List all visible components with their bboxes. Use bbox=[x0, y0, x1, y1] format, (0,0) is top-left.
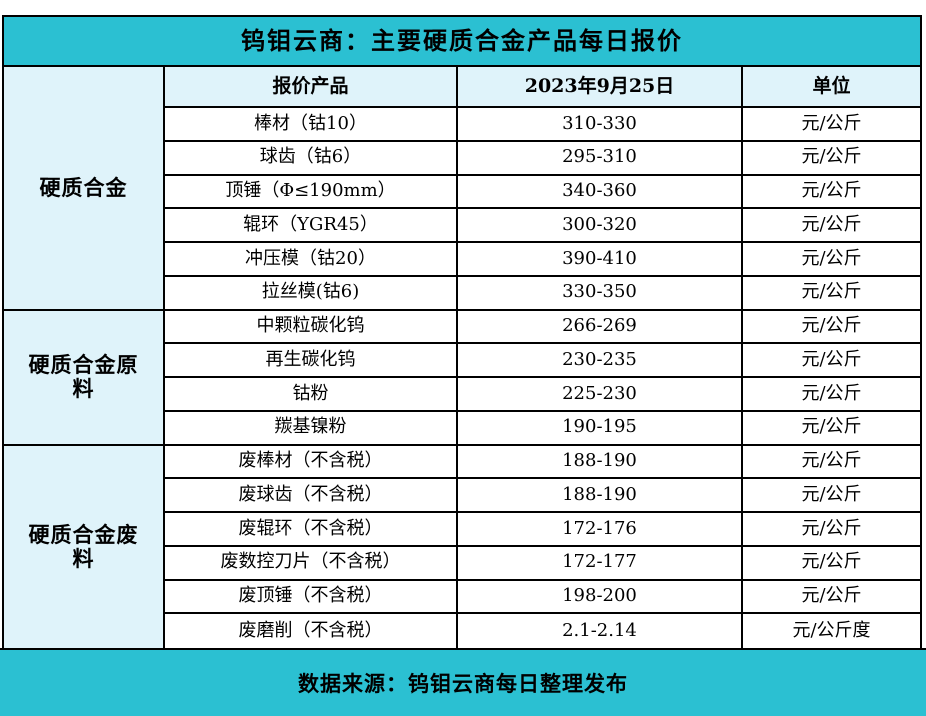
unit-cell: 元/公斤 bbox=[743, 580, 920, 615]
price-cell: 340-360 bbox=[458, 175, 743, 210]
price-cell: 172-177 bbox=[458, 546, 743, 581]
group-cell-scrap: 硬质合金废料 bbox=[4, 445, 165, 648]
daily-quote-table: 钨钼云商：主要硬质合金产品每日报价 硬质合金 报价产品 2023年9月25日 单… bbox=[2, 15, 922, 648]
product-cell: 球齿（钴6） bbox=[165, 141, 458, 176]
product-cell: 废球齿（不含税） bbox=[165, 479, 458, 513]
product-cell: 中颗粒碳化钨 bbox=[165, 310, 458, 345]
footer-text: 数据来源：钨钼云商每日整理发布 bbox=[298, 671, 628, 696]
price-cell: 295-310 bbox=[458, 141, 743, 176]
product-cell: 废顶锤（不含税） bbox=[165, 580, 458, 615]
unit-cell: 元/公斤 bbox=[743, 209, 920, 243]
price-cell: 2.1-2.14 bbox=[458, 614, 743, 648]
unit-cell: 元/公斤 bbox=[743, 513, 920, 547]
unit-cell: 元/公斤 bbox=[743, 310, 920, 345]
product-cell: 废辊环（不含税） bbox=[165, 513, 458, 547]
product-cell: 再生碳化钨 bbox=[165, 344, 458, 378]
product-cell: 拉丝模(钴6) bbox=[165, 276, 458, 311]
price-cell: 188-190 bbox=[458, 479, 743, 513]
price-cell: 266-269 bbox=[458, 310, 743, 345]
price-cell: 310-330 bbox=[458, 108, 743, 142]
group-cell-raw-material: 硬质合金原料 bbox=[4, 310, 165, 446]
header-unit: 单位 bbox=[743, 67, 920, 108]
unit-cell: 元/公斤度 bbox=[743, 614, 920, 648]
unit-cell: 元/公斤 bbox=[743, 243, 920, 277]
price-cell: 390-410 bbox=[458, 243, 743, 277]
price-cell: 188-190 bbox=[458, 445, 743, 480]
unit-cell: 元/公斤 bbox=[743, 411, 920, 446]
price-cell: 172-176 bbox=[458, 513, 743, 547]
unit-cell: 元/公斤 bbox=[743, 175, 920, 210]
unit-cell: 元/公斤 bbox=[743, 546, 920, 581]
price-cell: 190-195 bbox=[458, 411, 743, 446]
product-cell: 钴粉 bbox=[165, 378, 458, 412]
header-product: 报价产品 bbox=[165, 67, 458, 108]
price-cell: 300-320 bbox=[458, 209, 743, 243]
footer-bar: 数据来源：钨钼云商每日整理发布 bbox=[0, 648, 926, 716]
unit-cell: 元/公斤 bbox=[743, 276, 920, 311]
unit-cell: 元/公斤 bbox=[743, 378, 920, 412]
price-cell: 198-200 bbox=[458, 580, 743, 615]
unit-cell: 元/公斤 bbox=[743, 344, 920, 378]
price-cell: 225-230 bbox=[458, 378, 743, 412]
header-date: 2023年9月25日 bbox=[458, 67, 743, 108]
unit-cell: 元/公斤 bbox=[743, 445, 920, 480]
price-cell: 230-235 bbox=[458, 344, 743, 378]
product-cell: 废数控刀片（不含税） bbox=[165, 546, 458, 581]
product-cell: 废磨削（不含税） bbox=[165, 614, 458, 648]
group-cell-hard-alloy: 硬质合金 bbox=[4, 67, 165, 311]
product-cell: 辊环（YGR45） bbox=[165, 209, 458, 243]
product-cell: 废棒材（不含税） bbox=[165, 445, 458, 480]
product-cell: 羰基镍粉 bbox=[165, 411, 458, 446]
unit-cell: 元/公斤 bbox=[743, 141, 920, 176]
table-title: 钨钼云商：主要硬质合金产品每日报价 bbox=[4, 17, 920, 67]
product-cell: 顶锤（Φ≤190mm） bbox=[165, 175, 458, 210]
unit-cell: 元/公斤 bbox=[743, 479, 920, 513]
product-cell: 冲压模（钴20） bbox=[165, 243, 458, 277]
unit-cell: 元/公斤 bbox=[743, 108, 920, 142]
price-cell: 330-350 bbox=[458, 276, 743, 311]
product-cell: 棒材（钴10） bbox=[165, 108, 458, 142]
